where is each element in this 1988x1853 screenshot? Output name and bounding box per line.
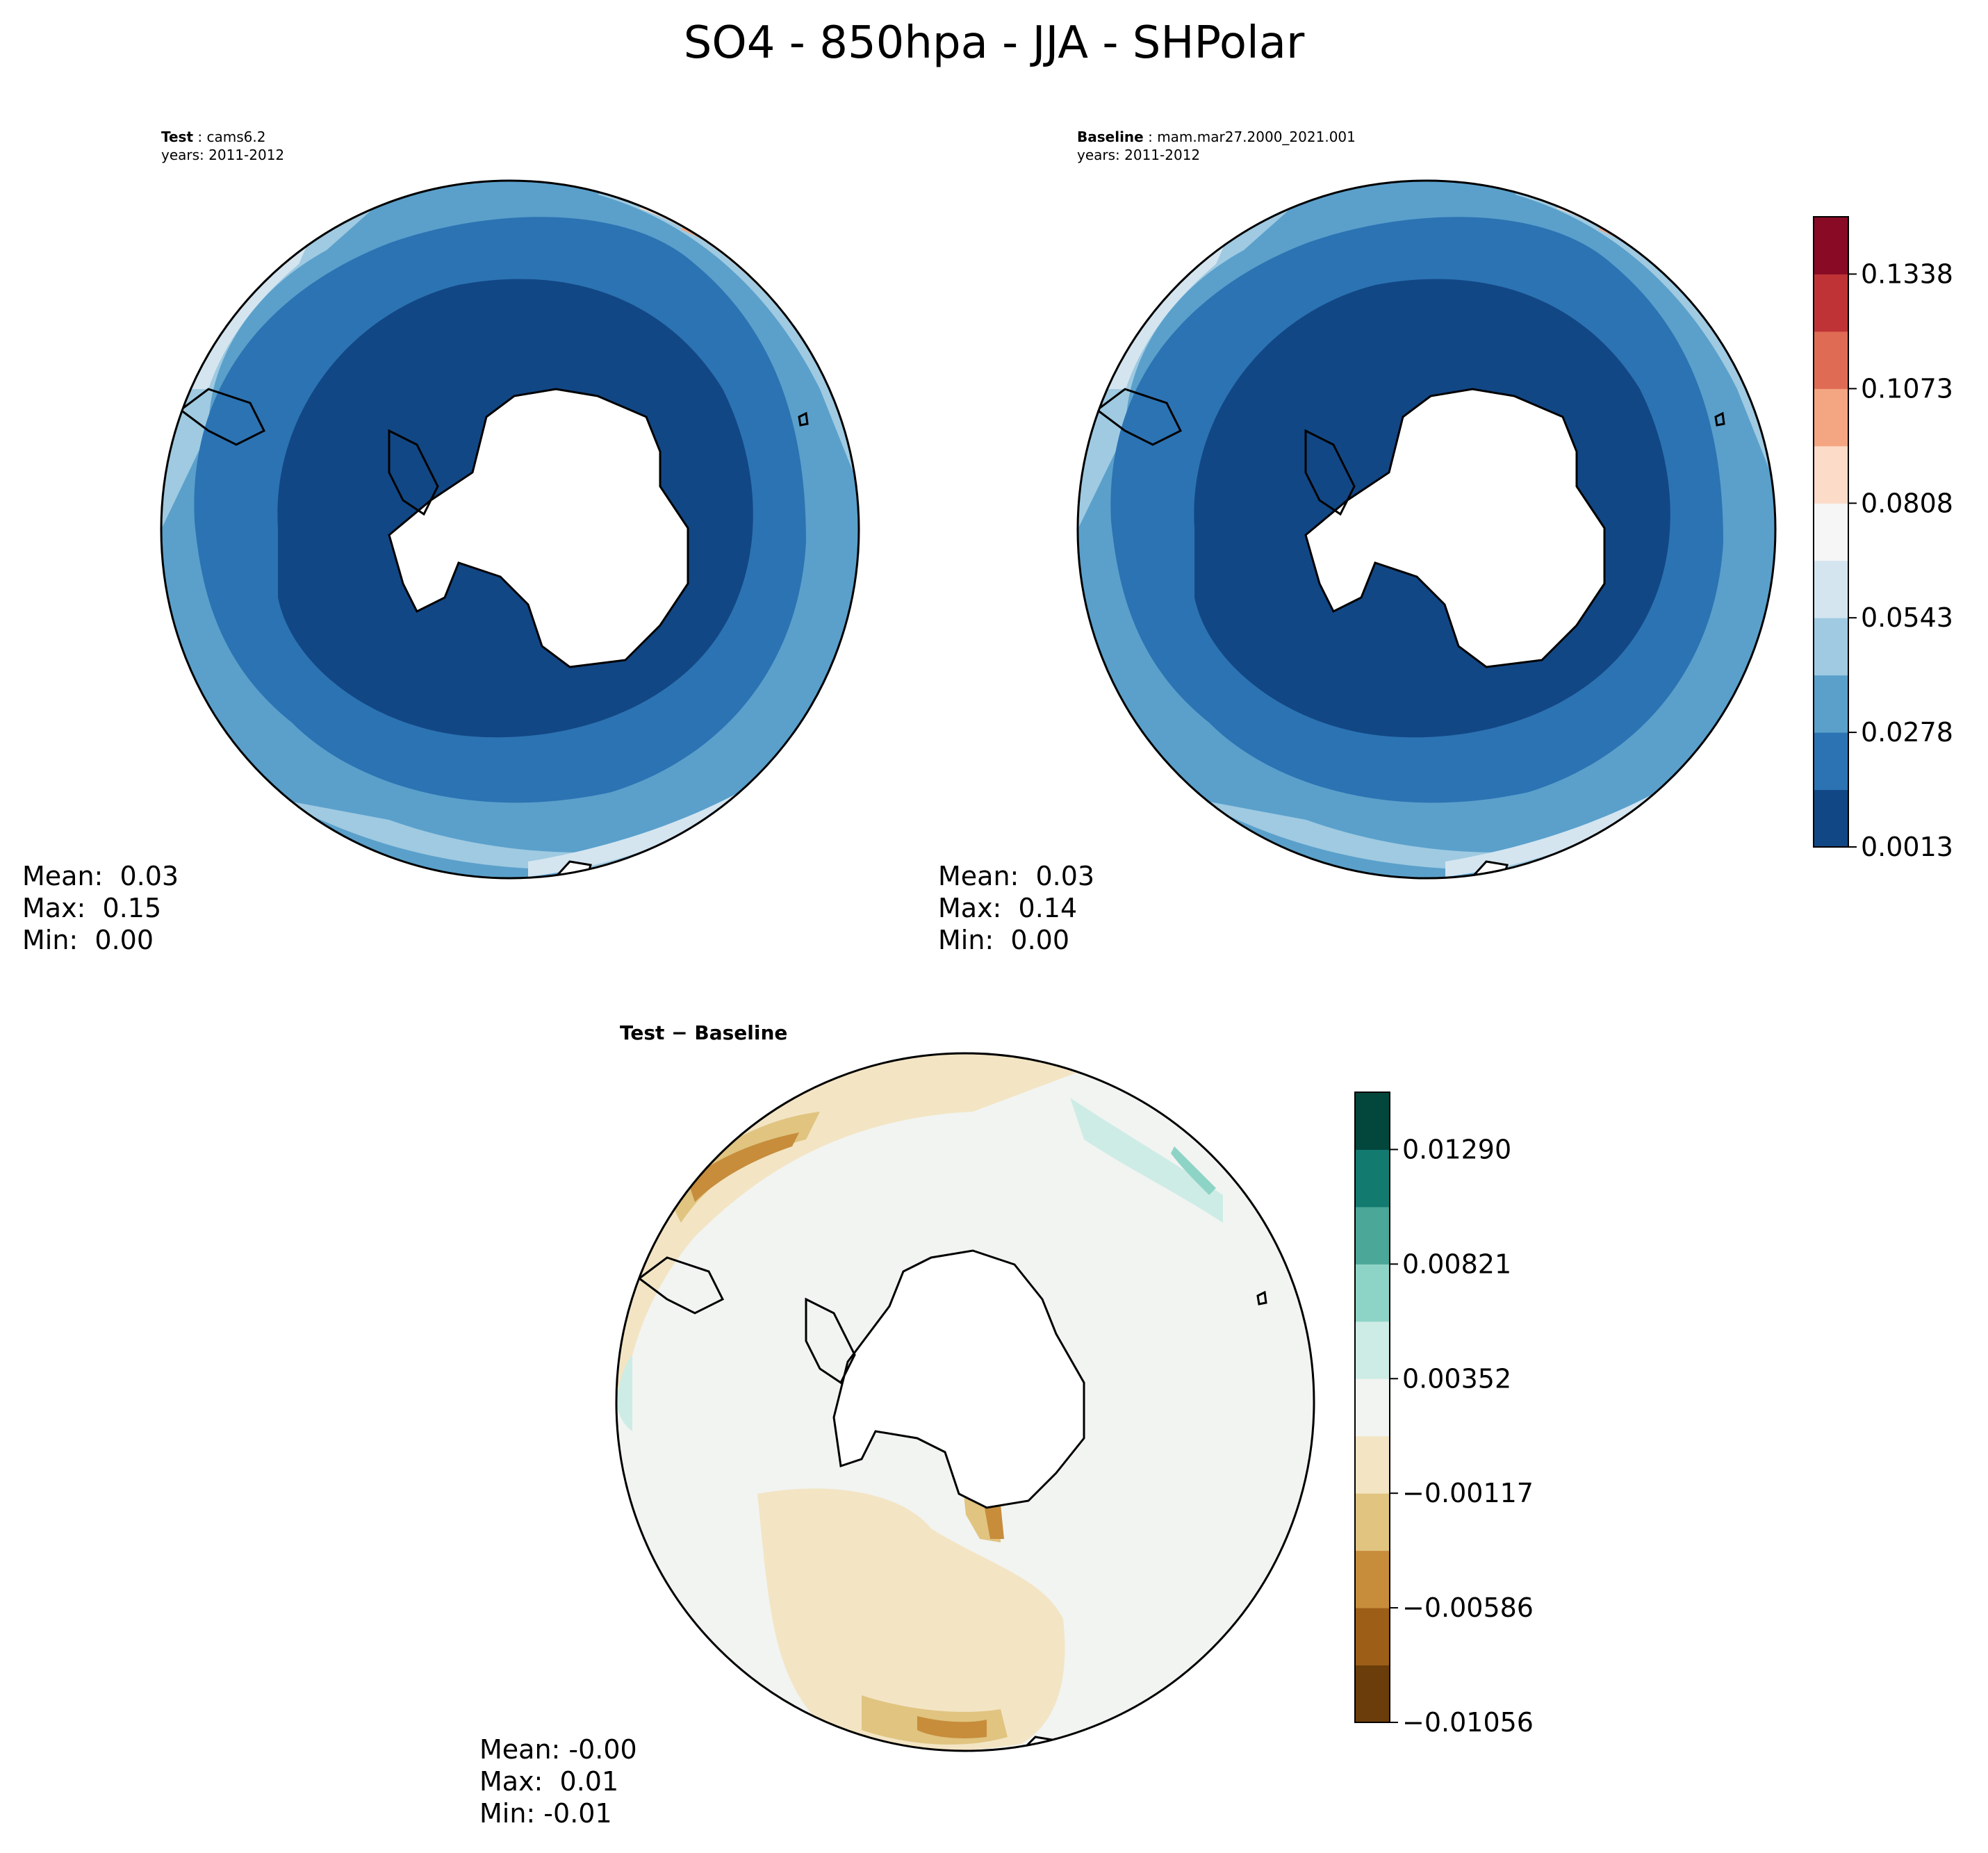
main-colorbar-segment (1814, 388, 1848, 447)
diff-map (616, 1053, 1314, 1751)
main-colorbar-segment (1814, 274, 1848, 332)
diff-min: Min: -0.01 (479, 1798, 612, 1829)
baseline-label-name: mam.mar27.2000_2021.001 (1157, 129, 1356, 145)
diff-colorbar-frame (1354, 1092, 1390, 1723)
baseline-map (1078, 181, 1775, 878)
baseline-stats: Mean: 0.03 Max: 0.14 Min: 0.00 (938, 860, 1094, 956)
diff-colorbar-tick-label: 0.00352 (1402, 1363, 1511, 1394)
diff-colorbar-tick-label: −0.01056 (1402, 1707, 1534, 1737)
diff-colorbar-tick-label: −0.00117 (1402, 1478, 1534, 1508)
diff-max: Max: 0.01 (479, 1766, 619, 1797)
main-colorbar-tick-label: 0.0808 (1861, 488, 1953, 518)
test-mean: Mean: 0.03 (22, 861, 179, 891)
diff-colorbar-segment (1355, 1665, 1390, 1723)
diff-colorbar-tick-label: −0.00586 (1402, 1592, 1534, 1623)
diff-mean: Mean: -0.00 (479, 1734, 637, 1765)
diff-colorbar-segment (1355, 1435, 1390, 1494)
baseline-years: years: 2011-2012 (1077, 147, 1201, 163)
test-min: Min: 0.00 (22, 925, 154, 955)
main-colorbar-segment (1814, 445, 1848, 504)
test-stats: Mean: 0.03 Max: 0.15 Min: 0.00 (22, 860, 179, 956)
diff-colorbar-segment (1355, 1206, 1390, 1265)
diff-stats: Mean: -0.00 Max: 0.01 Min: -0.01 (479, 1733, 637, 1829)
main-colorbar-tick-label: 0.0278 (1861, 717, 1953, 748)
main-colorbar-segment (1814, 789, 1848, 848)
diff-colorbar: −0.01056 −0.00586 −0.00117 0.00352 0.00821 0.… (1354, 1092, 1534, 1737)
baseline-mean: Mean: 0.03 (938, 861, 1095, 891)
test-label-bold: Test (161, 129, 194, 145)
main-colorbar-tick-label: 0.1073 (1861, 373, 1953, 404)
main-colorbar-tick-label: 0.0543 (1861, 602, 1953, 633)
diff-colorbar-segment (1355, 1321, 1390, 1379)
test-label: Test : cams6.2 years: 2011-2012 (161, 129, 285, 163)
main-colorbar-segment (1814, 675, 1848, 733)
main-colorbar-segment (1814, 503, 1848, 561)
diff-colorbar-segment (1355, 1149, 1390, 1208)
diff-colorbar-tick-label: 0.00821 (1402, 1249, 1511, 1279)
diff-colorbar-segment (1355, 1264, 1390, 1322)
test-map (161, 181, 859, 878)
main-colorbar-segment (1814, 217, 1848, 274)
main-colorbar: 0.0013 0.0278 0.0543 0.0808 0.1073 0.1338 (1813, 216, 1953, 862)
diff-colorbar-segment (1355, 1550, 1390, 1608)
test-max: Max: 0.15 (22, 893, 162, 923)
test-label-name: cams6.2 (206, 129, 266, 145)
diff-colorbar-tick-label: 0.01290 (1402, 1134, 1511, 1164)
main-colorbar-segment (1814, 618, 1848, 676)
diff-title: Test − Baseline (620, 1021, 788, 1044)
baseline-label-bold: Baseline (1077, 129, 1144, 145)
main-colorbar-tick-label: 0.1338 (1861, 258, 1953, 289)
figure-title: SO4 - 850hpa - JJA - SHPolar (683, 17, 1305, 69)
diff-colorbar-segment (1355, 1092, 1390, 1150)
main-colorbar-frame (1813, 216, 1849, 848)
baseline-max: Max: 0.14 (938, 893, 1078, 923)
baseline-label: Baseline : mam.mar27.2000_2021.001 years… (1077, 129, 1356, 163)
diff-colorbar-segment (1355, 1493, 1390, 1551)
main-colorbar-segment (1814, 331, 1848, 389)
diff-colorbar-segment (1355, 1378, 1390, 1437)
main-colorbar-tick-label: 0.0013 (1861, 832, 1953, 862)
diff-colorbar-segment (1355, 1608, 1390, 1666)
baseline-min: Min: 0.00 (938, 925, 1069, 955)
test-years: years: 2011-2012 (161, 147, 285, 163)
main-colorbar-segment (1814, 732, 1848, 791)
main-colorbar-segment (1814, 560, 1848, 618)
